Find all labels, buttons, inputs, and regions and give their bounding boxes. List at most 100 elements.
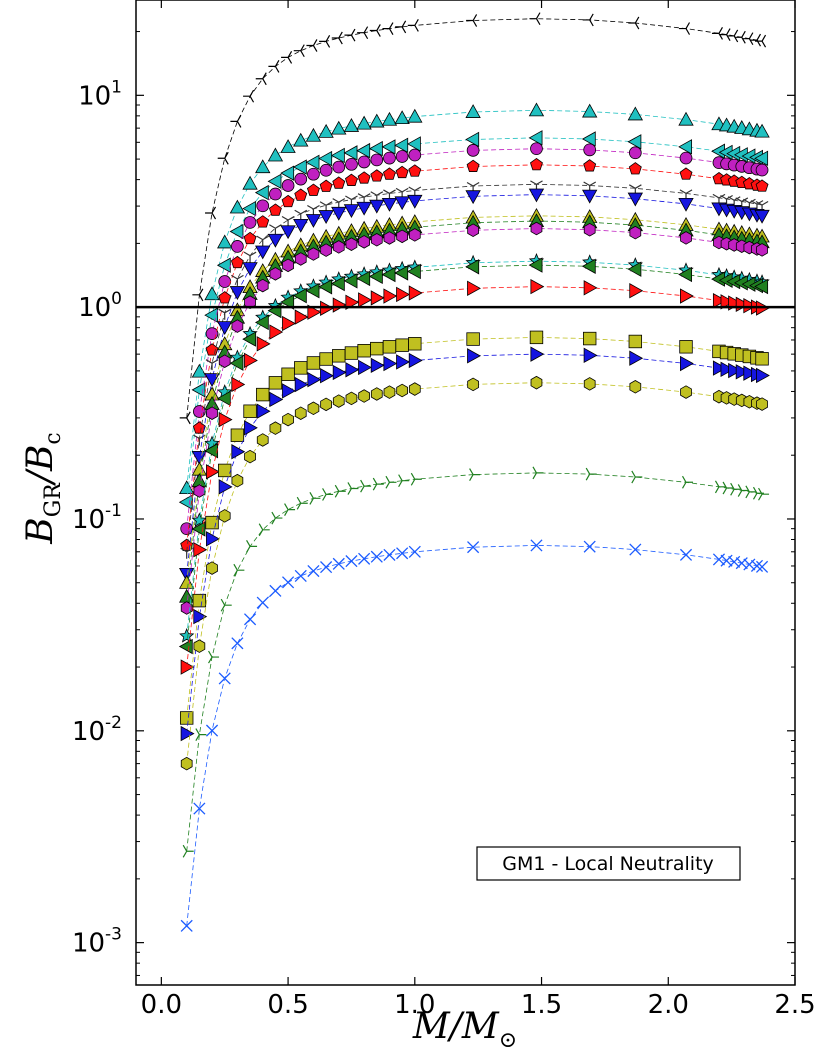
data-point [370,341,384,356]
data-point [756,367,770,384]
data-point [256,215,270,228]
data-point [370,550,383,563]
x-axis-label: M/M⊙ [412,1006,517,1051]
data-point [280,139,296,153]
data-point [193,639,206,653]
y-axis-ticks: 10-3 10-2 10-1 100 101 [72,31,795,976]
data-point [720,554,733,567]
data-point [269,584,282,597]
data-point [358,552,371,565]
data-point [318,210,334,224]
data-point [294,569,307,582]
data-point [381,197,398,212]
data-point [305,283,320,299]
data-point [307,564,320,578]
data-point [395,20,407,34]
y-tick-label: 101 [78,77,122,111]
data-point [229,355,244,371]
data-point [743,365,758,381]
data-point [256,433,269,447]
series-tri_down_black [179,12,767,425]
data-point [383,288,398,304]
data-point [231,274,244,286]
data-point [208,650,220,664]
data-point [345,237,358,251]
data-point [205,359,219,371]
data-point [406,136,421,152]
data-point [727,29,739,43]
data-point [343,145,358,161]
data-point [722,481,734,495]
data-point [678,197,694,212]
annotation-text: GM1 - Local Neutrality [502,853,714,875]
data-point [583,377,596,391]
data-point [467,541,480,554]
data-point [712,292,727,309]
data-point [320,243,332,257]
data-point [370,357,385,374]
data-point [407,19,419,32]
data-point [467,348,481,364]
data-point [745,485,757,499]
data-point [294,376,309,393]
data-point [582,13,594,27]
data-point [357,26,369,40]
series-cyan_left_triangle [178,130,769,510]
data-point [282,412,294,427]
data-point [627,261,642,277]
data-point [294,361,308,375]
data-point [394,137,409,153]
data-point [382,22,394,35]
data-point [180,725,195,742]
data-point [243,216,257,229]
data-point [217,321,233,336]
data-point [307,167,320,181]
data-point [282,258,294,273]
data-point [306,39,318,52]
plot-frame [135,0,796,986]
data-point [218,275,232,288]
x-tick-label: 0.0 [141,990,182,1020]
data-point [394,196,410,211]
data-point [256,387,270,402]
data-point [319,352,333,366]
data-point [243,251,257,263]
data-point [466,144,480,157]
data-point [332,364,347,381]
data-point [383,231,396,245]
data-point [180,547,194,559]
data-point [281,194,295,208]
data-point [230,428,245,442]
data-point [344,28,356,42]
data-point [530,142,543,156]
data-point [408,545,421,558]
data-point [385,475,397,489]
data-point [627,106,643,121]
data-point [309,491,321,505]
data-point [467,223,479,238]
data-point [193,542,208,558]
data-point [254,314,269,331]
data-point [179,574,195,589]
data-point [231,473,244,488]
data-point [583,222,596,237]
data-point [583,143,597,157]
data-point [383,385,396,399]
data-point [383,548,396,561]
data-point [408,352,423,369]
data-point [231,637,244,650]
data-point [408,228,421,242]
data-point [307,401,320,416]
data-point [530,346,545,362]
data-point [330,275,345,292]
data-point [528,257,543,273]
data-point [179,480,195,495]
y-axis-label-b2: B [20,445,61,472]
data-point [305,154,320,170]
data-point [628,162,642,175]
data-point [193,608,208,625]
data-point [410,472,422,486]
data-point [678,266,693,283]
data-point [754,150,769,166]
